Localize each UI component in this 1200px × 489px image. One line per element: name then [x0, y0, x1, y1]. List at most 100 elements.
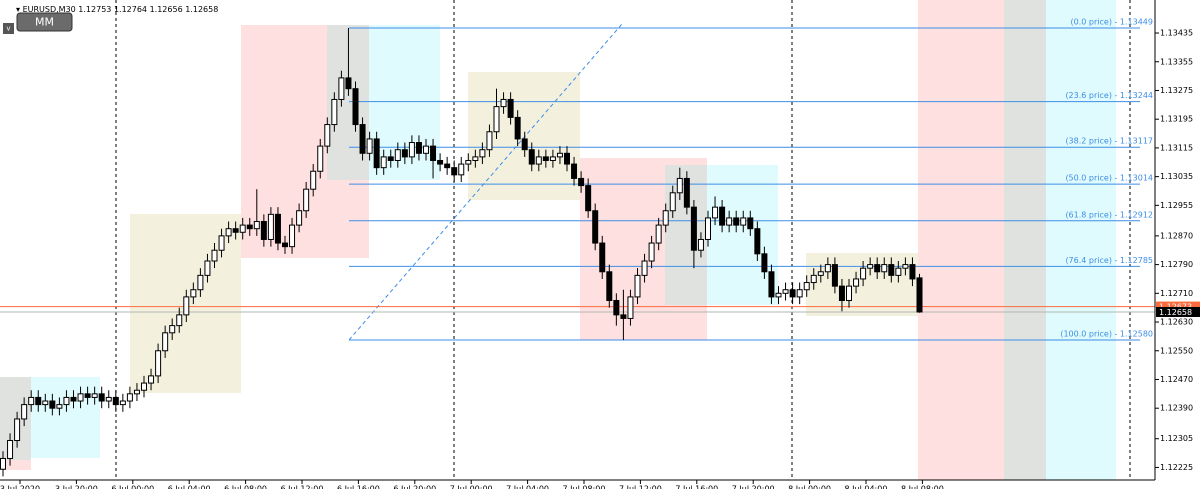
candle-body — [77, 393, 84, 402]
candle-body — [909, 264, 916, 280]
fib-label: (0.0 price) - 1.13449 — [1071, 18, 1153, 27]
zone — [0, 460, 31, 470]
mm-label[interactable]: MM — [35, 16, 54, 29]
candle-body — [500, 98, 507, 108]
candle-body — [613, 299, 620, 316]
candle-body — [246, 224, 253, 230]
v-button[interactable] — [3, 23, 14, 34]
candle-body — [479, 149, 486, 158]
symbol-name: EURUSD,M30 — [23, 5, 76, 14]
candle-body — [712, 206, 719, 219]
candle-body — [232, 228, 239, 233]
fib-label: (76.4 price) - 1.12785 — [1065, 256, 1153, 265]
zone — [707, 165, 778, 305]
candle-body — [331, 98, 338, 126]
zone — [31, 377, 100, 458]
candle-body — [310, 170, 317, 190]
y-tick-label: 1.13195 — [1160, 115, 1193, 124]
zone — [1004, 0, 1046, 480]
candle-body — [155, 350, 162, 377]
candle-body — [775, 292, 782, 298]
candle-body — [874, 264, 881, 273]
day-separators — [115, 0, 1131, 480]
v-label[interactable]: v — [6, 25, 10, 33]
candle-body — [697, 238, 704, 251]
candle-body — [472, 156, 479, 161]
candle-body — [204, 260, 211, 276]
candle-body — [373, 138, 380, 169]
candle-body — [260, 221, 267, 240]
x-tick-label: 3 Jul 2020 — [0, 485, 40, 489]
candle-body — [91, 393, 98, 398]
candle-body — [458, 163, 465, 176]
low: 1.12656 — [150, 5, 183, 14]
candle-body — [620, 314, 627, 319]
y-tick-label: 1.13115 — [1160, 143, 1193, 152]
candle-body — [592, 210, 599, 244]
candle-body — [98, 393, 105, 402]
candle-body — [796, 289, 803, 298]
fib-label: (38.2 price) - 1.13117 — [1065, 137, 1153, 146]
candle-body — [549, 156, 556, 161]
candle-body — [634, 274, 641, 298]
candle-body — [352, 88, 359, 126]
candle-body — [676, 177, 683, 194]
price-tag-label: 1.12658 — [1159, 308, 1192, 317]
plot-layer: (0.0 price) - 1.13449 (23.6 price) - 1.13… — [0, 18, 1155, 477]
symbol: ▾ EURUSD,M30 1.12753 1.12764 1.12656 1.1… — [16, 5, 218, 14]
candle-body — [719, 206, 726, 226]
candle-body — [126, 393, 133, 402]
candle-body — [169, 325, 176, 334]
x-tick-label: 6 Jul 08:00 — [224, 485, 267, 489]
candle-body — [747, 217, 754, 230]
candle-body — [902, 264, 909, 269]
candle-body — [881, 264, 888, 273]
menu-arrow: ▾ — [16, 5, 23, 14]
candle-body — [669, 192, 676, 212]
y-tick-label: 1.12710 — [1160, 289, 1193, 298]
candle-body — [486, 131, 493, 151]
y-tick-label: 1.12305 — [1160, 434, 1193, 443]
y-tick-label: 1.13435 — [1160, 29, 1193, 38]
candle-body — [606, 271, 613, 301]
candle-body — [782, 289, 789, 294]
y-tick-label: 1.13355 — [1160, 57, 1193, 66]
candle-body — [810, 274, 817, 284]
zone — [468, 72, 580, 200]
candle-body — [197, 274, 204, 291]
candle-body — [761, 253, 768, 273]
candle-body — [853, 278, 860, 287]
x-tick-label: 6 Jul 00:00 — [111, 485, 154, 489]
candle-body — [888, 264, 895, 276]
candle-body — [564, 152, 570, 165]
candle-body — [768, 271, 775, 298]
candle-body — [105, 396, 112, 402]
candle-body — [317, 145, 324, 172]
candle-body — [70, 396, 77, 402]
candle-body — [225, 228, 232, 237]
x-tick-label: 7 Jul 16:00 — [675, 485, 718, 489]
candle-body — [253, 221, 260, 230]
candle-body — [239, 224, 246, 233]
candle-body — [754, 228, 761, 255]
candle-body — [535, 156, 542, 165]
fib-label: (50.0 price) - 1.13014 — [1065, 174, 1153, 183]
y-tick-label: 1.13035 — [1160, 172, 1193, 181]
fib-label: (61.8 price) - 1.12912 — [1065, 210, 1153, 219]
candle-body — [63, 396, 70, 406]
candle-body — [831, 264, 838, 287]
zone — [806, 253, 918, 316]
candle-body — [133, 389, 140, 395]
candle-body — [571, 163, 578, 179]
candle-body — [726, 217, 733, 226]
candle-body — [556, 152, 563, 158]
x-tick-label: 6 Jul 20:00 — [393, 485, 436, 489]
price-tag — [1156, 306, 1200, 317]
candle-body — [274, 213, 281, 244]
mm-button[interactable] — [16, 12, 73, 32]
candle-body — [380, 156, 387, 169]
candle-body — [401, 149, 408, 158]
x-tick-label: 7 Jul 12:00 — [619, 485, 662, 489]
candle-body — [408, 142, 415, 158]
